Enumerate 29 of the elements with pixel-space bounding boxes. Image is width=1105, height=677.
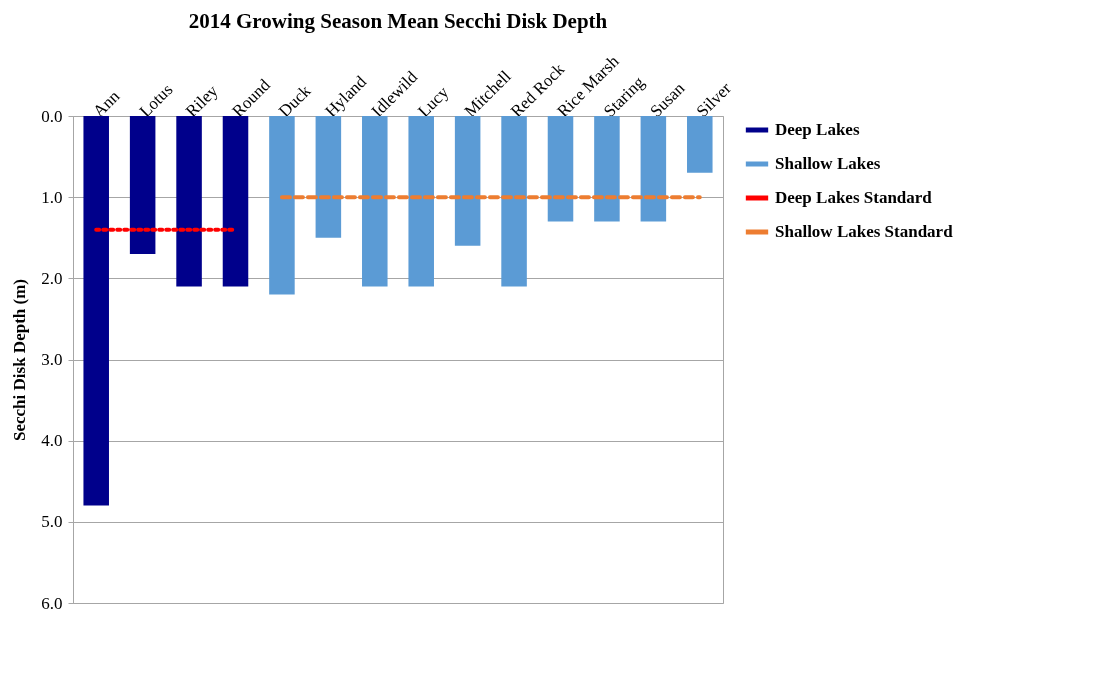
y-axis-title: Secchi Disk Depth (m) xyxy=(10,279,30,441)
bar xyxy=(408,116,434,287)
y-tick-label: 3.0 xyxy=(41,350,63,369)
y-tick-label: 4.0 xyxy=(41,431,63,451)
bar xyxy=(687,116,713,173)
bar xyxy=(362,116,388,287)
bar xyxy=(83,116,109,506)
y-tick-label: 1.0 xyxy=(41,187,63,207)
chart-title: 2014 Growing Season Mean Secchi Disk Depth xyxy=(188,8,608,33)
bar xyxy=(640,116,667,222)
x-tick-label: Lucy xyxy=(414,82,453,121)
legend-label: Shallow Lakes Standard xyxy=(775,222,954,241)
y-tick-label: 2.0 xyxy=(41,268,63,288)
y-tick-label: 5.0 xyxy=(41,512,63,532)
y-tick-label: 6.0 xyxy=(41,593,63,613)
bar xyxy=(176,116,202,287)
bar xyxy=(454,116,481,246)
legend-label: Deep Lakes Standard xyxy=(775,188,933,207)
x-tick-label: Ann xyxy=(89,86,124,121)
y-tick-label: 0.0 xyxy=(41,106,63,126)
bar xyxy=(501,116,527,287)
legend-label: Deep Lakes xyxy=(775,120,860,139)
bar xyxy=(129,116,156,254)
bar xyxy=(222,116,249,287)
legend-label: Shallow Lakes xyxy=(775,154,881,173)
bar xyxy=(547,116,574,222)
bar xyxy=(315,116,342,238)
bar xyxy=(269,116,295,295)
bar xyxy=(594,116,620,222)
